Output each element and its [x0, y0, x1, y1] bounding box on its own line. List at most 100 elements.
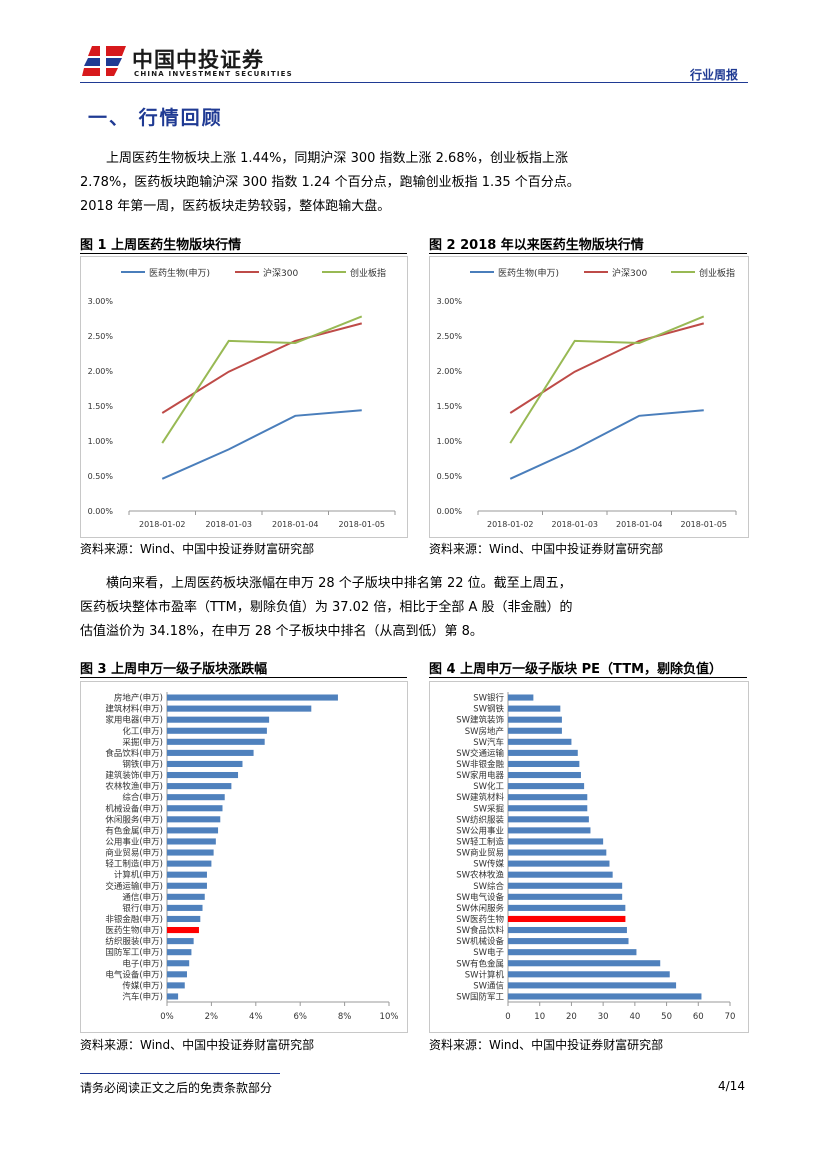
- logo-english-name: CHINA INVESTMENT SECURITIES: [134, 70, 293, 78]
- page-number: 4/14: [718, 1079, 745, 1093]
- bar: [508, 838, 604, 845]
- bar: [167, 849, 214, 856]
- bar: [508, 749, 578, 756]
- category-label: 纺织服装(申万): [105, 936, 163, 947]
- x-tick-label: 2018-01-02: [487, 520, 534, 529]
- legend-label-1: 沪深300: [263, 267, 298, 279]
- category-label: 房地产(申万): [114, 693, 163, 704]
- bar: [508, 982, 677, 989]
- fig1-title: 图 1 上周医药生物版块行情: [80, 238, 242, 253]
- bar: [508, 926, 627, 934]
- bar: [167, 860, 212, 867]
- category-label: SW休闲服务: [456, 903, 504, 914]
- bar: [508, 805, 588, 812]
- category-label: 商业贸易(申万): [105, 848, 163, 859]
- category-label: SW建筑材料: [456, 792, 504, 803]
- series-line-1: [509, 322, 705, 414]
- category-label: SW家用电器: [456, 770, 504, 781]
- fig4-bar-chart: 0 10 20 30 40 50 60 70SW银行SW钢铁SW建筑装饰SW房地产SW汽车SW…: [429, 681, 749, 1033]
- bar: [508, 816, 589, 823]
- fig4-title: 图 4 上周申万一级子版块 PE（TTM，剔除负值）: [429, 662, 723, 677]
- category-label: SW建筑装饰: [456, 715, 504, 726]
- bar: [167, 794, 225, 801]
- x-tick-label: 10: [534, 1012, 545, 1022]
- bar: [508, 727, 562, 734]
- paragraph-1: 上周医药生物板块上涨 1.44%，同期沪深 300 指数上涨 2.68%，创业板…: [80, 147, 760, 219]
- category-label: SW非银金融: [456, 759, 504, 770]
- y-tick-label: 1.50%: [437, 402, 463, 411]
- category-label: 休闲服务(申万): [105, 814, 163, 825]
- category-label: SW银行: [473, 693, 504, 704]
- fig1-title-rule: [80, 253, 407, 254]
- bar: [508, 949, 637, 956]
- paragraph-2-line-2: 医药板块整体市盈率（TTM，剔除负值）为 37.02 倍，相比于全部 A 股（非…: [80, 600, 573, 615]
- y-tick-label: 2.00%: [437, 367, 463, 376]
- category-label: SW商业贸易: [456, 848, 504, 859]
- fig4-title-rule: [429, 677, 747, 678]
- category-label: 建筑装饰(申万): [105, 770, 163, 781]
- x-tick-label: 4%: [249, 1012, 262, 1022]
- category-label: 国防军工(申万): [105, 947, 163, 958]
- legend-label-2: 创业板指: [350, 267, 386, 279]
- category-label: SW纺织服装: [456, 814, 504, 825]
- series-line-2: [161, 315, 363, 444]
- category-label: SW综合: [473, 881, 504, 892]
- category-label: SW机械设备: [456, 936, 504, 947]
- bar: [508, 893, 623, 900]
- y-tick-label: 1.00%: [88, 437, 114, 446]
- header-divider: [80, 82, 748, 83]
- highlight-bar: [508, 915, 626, 923]
- category-label: SW采掘: [473, 803, 504, 814]
- category-label: 综合(申万): [122, 792, 163, 803]
- bar: [508, 738, 572, 745]
- category-label: 银行(申万): [122, 903, 163, 914]
- company-logo-icon: [82, 46, 126, 76]
- bar: [508, 960, 661, 967]
- bar: [508, 871, 613, 878]
- bar: [167, 805, 223, 812]
- category-label: SW电气设备: [456, 892, 504, 903]
- bar: [508, 694, 534, 701]
- fig3-title-rule: [80, 677, 407, 678]
- bar: [508, 904, 626, 911]
- x-tick-label: 2%: [205, 1012, 219, 1022]
- x-tick-label: 2018-01-03: [206, 520, 253, 529]
- category-label: 食品饮料(申万): [105, 748, 163, 759]
- bar: [167, 971, 187, 978]
- bar: [167, 949, 192, 956]
- category-label: 汽车(申万): [122, 991, 163, 1002]
- bar: [508, 860, 610, 867]
- bar: [167, 827, 219, 834]
- category-label: 采掘(申万): [122, 737, 163, 748]
- highlight-bar: [167, 926, 199, 934]
- legend-label-0: 医药生物(申万): [149, 267, 210, 279]
- paragraph-2-line-3: 估值溢价为 34.18%，在申万 28 个子板块中排名（从高到低）第 8。: [80, 624, 483, 639]
- fig3-bar-chart: 0% 2% 4% 6% 8% 10% 房地产(申万)建筑材料(申万)家用电器(申万)化工(申…: [80, 681, 408, 1033]
- category-label: 非银金融(申万): [105, 914, 163, 925]
- bar: [167, 771, 239, 779]
- y-tick-label: 3.00%: [88, 297, 114, 306]
- category-label: 钢铁(申万): [122, 759, 163, 770]
- y-tick-label: 1.50%: [88, 402, 114, 411]
- x-tick-label: 70: [725, 1012, 736, 1022]
- y-tick-label: 2.00%: [88, 367, 114, 376]
- fig2-title: 图 2 2018 年以来医药生物版块行情: [429, 238, 644, 253]
- bar: [167, 915, 201, 923]
- category-label: SW国防军工: [456, 991, 504, 1002]
- y-tick-label: 1.00%: [437, 437, 463, 446]
- bar: [167, 838, 216, 845]
- y-tick-label: 2.50%: [88, 332, 114, 341]
- logo-chinese-name: 中国中投证券: [132, 48, 264, 72]
- bar: [167, 716, 270, 723]
- bar: [508, 760, 580, 768]
- category-label: 计算机(申万): [114, 870, 163, 881]
- bar: [167, 982, 185, 989]
- bar: [167, 871, 207, 878]
- footer-disclaimer: 请务必阅读正文之后的免责条款部分: [80, 1081, 273, 1095]
- x-tick-label: 2018-01-03: [552, 520, 599, 529]
- x-tick-label: 0%: [160, 1012, 174, 1022]
- category-label: SW电子: [473, 947, 504, 958]
- category-label: SW轻工制造: [456, 836, 504, 847]
- category-label: SW食品饮料: [456, 925, 504, 936]
- y-tick-label: 2.50%: [437, 332, 463, 341]
